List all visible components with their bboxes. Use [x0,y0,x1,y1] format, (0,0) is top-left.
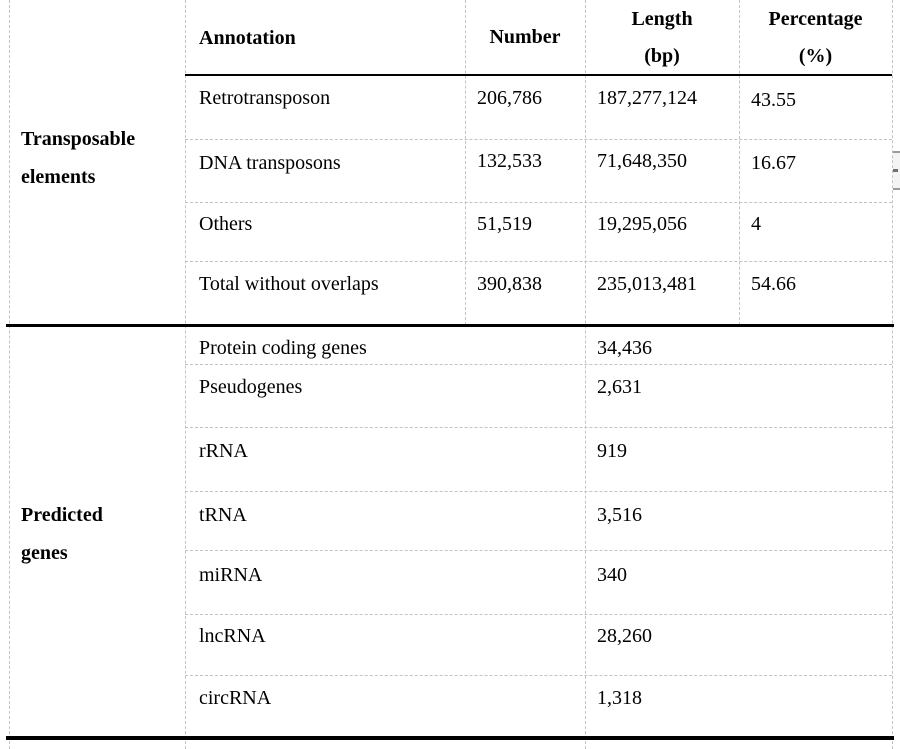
table-gridline-vertical [585,0,586,749]
cell-percentage: 43.55 [751,89,796,111]
cell-annotation: miRNA [199,564,263,586]
cell-annotation: Pseudogenes [199,376,303,398]
table-gridline-horizontal [185,364,892,365]
table-gridline-horizontal [185,261,892,262]
cell-value: 34,436 [597,337,652,359]
table-gridline-vertical [185,0,186,749]
table-gridline-vertical [892,0,893,749]
cell-number: 132,533 [477,150,542,172]
cell-annotation: Others [199,213,253,235]
column-header-annotation: Annotation [199,0,296,75]
table-gridline-vertical [739,0,740,325]
table-gridline-horizontal [185,427,892,428]
scrollbar-top-edge [893,151,900,153]
cell-percentage: 16.67 [751,152,796,174]
cell-length: 71,648,350 [597,150,687,172]
cell-annotation: lncRNA [199,625,266,647]
table-bottom-rule [6,736,894,740]
column-header-number: Number [465,0,585,75]
group-label-line: genes [21,542,68,564]
scrollbar-grip-icon[interactable] [893,169,898,172]
column-header-length: Length (bp) [585,0,739,75]
table-gridline-vertical [465,0,466,325]
vertical-scrollbar[interactable] [893,151,900,190]
header-rule [185,74,892,76]
cell-value: 2,631 [597,376,642,398]
column-header-number-label: Number [489,26,561,48]
cell-annotation: Retrotransposon [199,87,331,109]
table-gridline-horizontal [185,202,892,203]
column-header-percentage: Percentage (%) [739,0,892,75]
cell-number: 390,838 [477,273,542,295]
cell-value: 340 [597,564,627,586]
cell-value: 919 [597,440,627,462]
cell-length: 235,013,481 [597,273,697,295]
table-gridline-vertical [9,0,10,749]
scrollbar-bottom-edge [893,188,900,190]
cell-length: 187,277,124 [597,87,697,109]
cell-value: 3,516 [597,504,642,526]
cell-percentage: 4 [751,213,761,235]
cell-annotation: Protein coding genes [199,337,367,359]
table-gridline-horizontal [185,491,892,492]
cell-annotation: Total without overlaps [199,273,379,295]
row-group-label-transposable-elements: Transposable elements [21,120,135,196]
cell-annotation: rRNA [199,440,248,462]
row-group-label-predicted-genes: Predicted genes [21,496,103,572]
table-gridline-horizontal [185,614,892,615]
column-header-percentage-line1: Percentage [768,7,863,30]
cell-percentage: 54.66 [751,273,796,295]
table-gridline-horizontal [185,675,892,676]
cell-length: 19,295,056 [597,213,687,235]
cell-annotation: DNA transposons [199,152,341,174]
column-header-length-line1: Length [631,7,693,30]
cell-annotation: tRNA [199,504,247,526]
column-header-percentage-line2: (%) [798,44,833,67]
group-label-line: Transposable [21,128,136,150]
cell-value: 1,318 [597,687,642,709]
table-gridline-horizontal [185,139,892,140]
column-header-length-line2: (bp) [644,44,680,67]
cell-number: 51,519 [477,213,532,235]
cell-number: 206,786 [477,87,542,109]
section-divider-rule [6,324,894,327]
group-label-line: elements [21,166,96,188]
table-gridline-horizontal [185,550,892,551]
group-label-line: Predicted [21,504,103,526]
cell-annotation: circRNA [199,687,272,709]
column-header-annotation-label: Annotation [199,26,296,49]
cell-value: 28,260 [597,625,652,647]
